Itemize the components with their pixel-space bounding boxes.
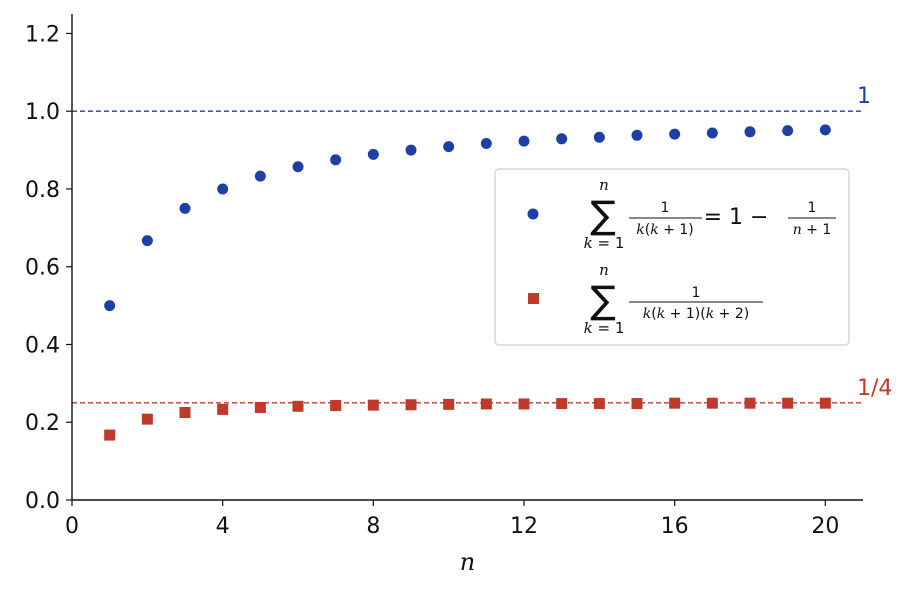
data-point	[631, 398, 643, 410]
sum-lower-limit: k = 1	[584, 319, 625, 337]
data-point	[217, 403, 229, 415]
sum-upper-limit: n	[599, 261, 609, 279]
sum-sign: ∑	[590, 193, 616, 237]
data-point	[254, 401, 266, 413]
data-point	[819, 397, 831, 409]
data-point	[104, 429, 116, 441]
legend-marker-circle	[527, 208, 539, 220]
x-tick-label: 8	[366, 514, 380, 539]
data-point	[480, 398, 492, 410]
fraction-numerator: 1	[661, 200, 670, 216]
data-point	[292, 161, 304, 173]
data-point	[518, 135, 530, 147]
data-point	[782, 397, 794, 409]
data-marks	[104, 124, 831, 441]
data-point	[782, 125, 794, 137]
data-point	[141, 413, 153, 425]
reference-line-label: 1	[857, 84, 871, 109]
data-point	[330, 400, 342, 412]
data-point	[405, 144, 417, 156]
data-point	[179, 407, 191, 419]
data-point	[104, 300, 116, 312]
x-tick-label: 20	[811, 514, 839, 539]
data-point	[744, 397, 756, 409]
data-point	[480, 137, 492, 149]
reference-lines: 1 1/4	[72, 84, 892, 404]
data-point	[819, 124, 831, 136]
data-point	[518, 398, 530, 410]
fraction-denominator: k(k + 1)(k + 2)	[643, 306, 749, 322]
data-point	[330, 154, 342, 166]
fraction-denominator: k(k + 1)	[636, 222, 693, 238]
x-ticks: 0 4 8 12 16 20	[65, 500, 839, 539]
data-point	[556, 398, 568, 410]
data-point	[217, 183, 229, 195]
axes	[71, 14, 863, 501]
data-point	[706, 127, 718, 139]
data-point	[179, 202, 191, 214]
data-point	[367, 399, 379, 411]
legend-marker-square	[528, 293, 539, 304]
data-point	[443, 398, 455, 410]
legend-frame	[494, 168, 850, 346]
legend: n ∑ k = 1 1 k(k + 1) = 1 − 1 n + 1 n ∑ k…	[494, 168, 850, 346]
data-point	[744, 126, 756, 138]
data-point	[367, 148, 379, 160]
fraction-numerator: 1	[808, 200, 817, 216]
sum-upper-limit: n	[599, 176, 609, 194]
x-axis-label: n	[460, 548, 475, 576]
sum-lower-limit: k = 1	[584, 234, 625, 252]
y-tick-label: 0.4	[25, 333, 60, 358]
fraction-numerator: 1	[692, 285, 701, 301]
data-point	[669, 128, 681, 140]
x-tick-label: 16	[661, 514, 689, 539]
data-point	[405, 399, 417, 411]
data-point	[593, 131, 605, 143]
legend-entry-formula-2: n ∑ k = 1 1 k(k + 1)(k + 2)	[584, 261, 763, 337]
data-point	[254, 170, 266, 182]
data-point	[631, 129, 643, 141]
legend-entry-formula-1: n ∑ k = 1 1 k(k + 1) = 1 − 1 n + 1	[584, 176, 836, 252]
y-tick-label: 0.8	[25, 178, 60, 203]
data-point	[292, 400, 304, 412]
y-tick-label: 0.0	[25, 489, 60, 514]
data-point	[706, 397, 718, 409]
data-point	[141, 235, 153, 247]
fraction-denominator: n + 1	[793, 222, 832, 238]
y-ticks: 0.0 0.2 0.4 0.6 0.8 1.0 1.2	[25, 22, 72, 514]
y-tick-label: 0.6	[25, 256, 60, 281]
x-tick-label: 12	[510, 514, 538, 539]
x-tick-label: 0	[65, 514, 79, 539]
y-tick-label: 1.0	[25, 100, 60, 125]
sum-sign: ∑	[590, 278, 616, 322]
equals-one-minus: = 1 −	[704, 205, 769, 230]
data-point	[556, 133, 568, 145]
y-tick-label: 1.2	[25, 22, 60, 47]
data-point	[669, 397, 681, 409]
data-point	[443, 141, 455, 153]
reference-line-label: 1/4	[857, 376, 892, 401]
x-tick-label: 4	[216, 514, 230, 539]
data-point	[593, 398, 605, 410]
y-tick-label: 0.2	[25, 411, 60, 436]
